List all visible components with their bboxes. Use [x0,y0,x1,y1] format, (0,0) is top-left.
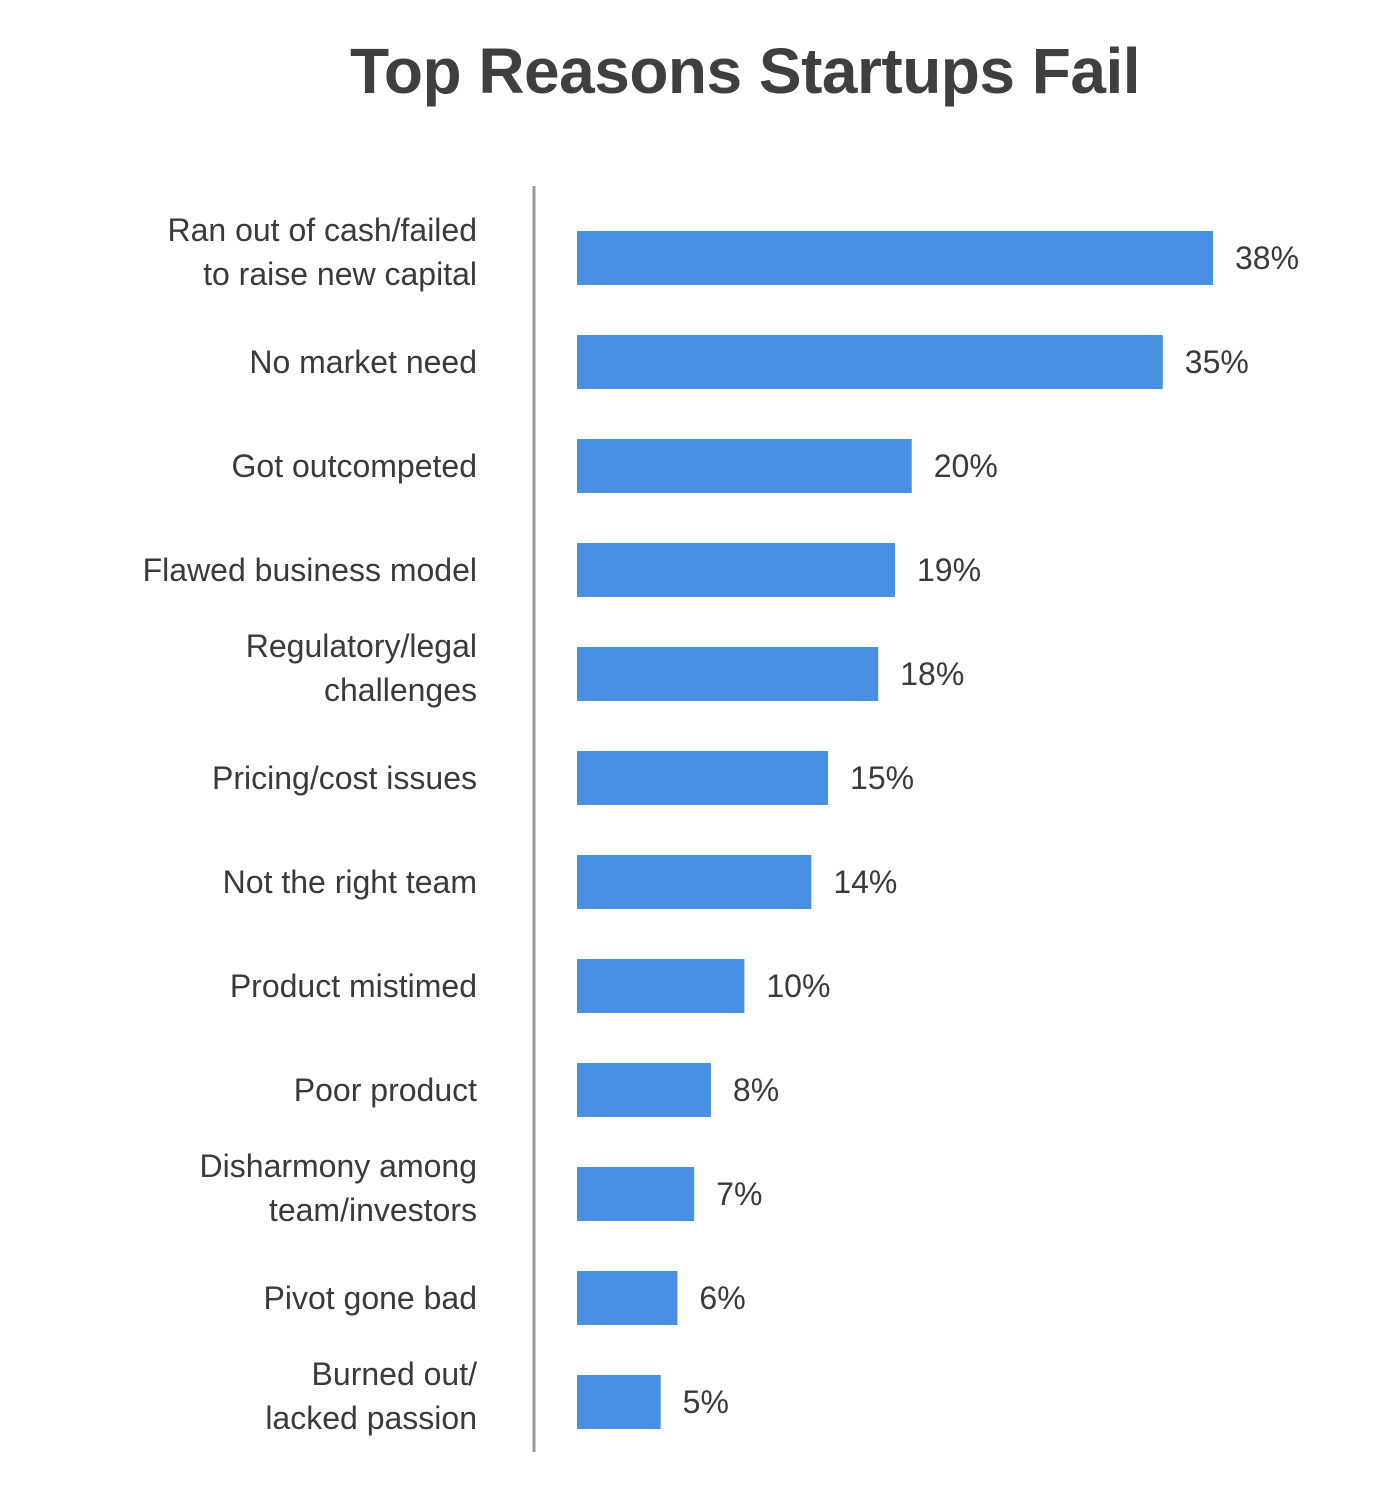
category-label: Burned out/ [312,1356,478,1392]
bar [577,543,895,597]
category-label: Got outcompeted [232,448,477,484]
value-label: 15% [850,760,914,796]
category-label: Pivot gone bad [264,1280,478,1316]
category-label: Product mistimed [230,968,477,1004]
bar [577,335,1163,389]
bar [577,855,812,909]
bar [577,1063,711,1117]
value-label: 14% [833,864,897,900]
value-label: 18% [900,656,964,692]
category-label: challenges [324,672,477,708]
category-label: team/investors [269,1192,477,1228]
bar [577,231,1213,285]
bar [577,439,912,493]
value-label: 35% [1185,344,1249,380]
category-label: to raise new capital [203,256,477,292]
category-labels: Ran out of cash/failed to raise new capit… [143,212,478,1436]
category-label: Poor product [294,1072,477,1108]
value-label: 5% [683,1384,729,1420]
bar [577,959,745,1013]
category-label: Disharmony among [200,1148,477,1184]
chart-title: Top Reasons Startups Fail [350,35,1141,107]
category-label: Flawed business model [143,552,477,588]
value-label: 10% [766,968,830,1004]
bar [577,751,829,805]
category-label: Not the right team [223,864,477,900]
value-label: 20% [934,448,998,484]
category-label: Ran out of cash/failed [167,212,477,248]
value-label: 6% [699,1280,745,1316]
value-label: 38% [1235,240,1299,276]
value-labels: 38% 35% 20% 19% 18% 15% 14% 10% 8% 7% 6% 5% [683,240,1299,1420]
bar [577,1167,695,1221]
value-label: 7% [716,1176,762,1212]
bar [577,1375,661,1429]
bar [577,647,879,701]
category-label: No market need [249,344,477,380]
bars-group [577,231,1213,1429]
category-label: lacked passion [265,1400,477,1436]
value-label: 19% [917,552,981,588]
value-label: 8% [733,1072,779,1108]
category-label: Regulatory/legal [246,628,477,664]
category-label: Pricing/cost issues [212,760,477,796]
bar [577,1271,678,1325]
